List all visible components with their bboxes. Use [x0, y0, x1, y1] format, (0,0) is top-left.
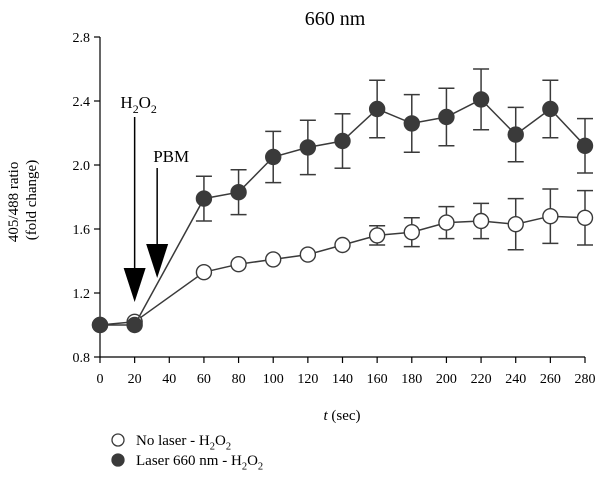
series-0: [91, 188, 594, 334]
x-tick-label-140: 140: [332, 372, 353, 387]
legend-label-0-part-3: 2: [226, 442, 231, 453]
y-tick-label-2.4: 2.4: [73, 95, 91, 110]
x-tick-label-0: 0: [97, 372, 104, 387]
y-tick-label-2.8: 2.8: [73, 31, 91, 46]
annotation-0-label-part-3: 2: [151, 102, 157, 116]
series-1-point-6: [334, 132, 351, 150]
x-tick-label-40: 40: [162, 372, 176, 387]
series-0-point-2: [195, 264, 213, 281]
y-axis-label: 405/488 ratio (fold change): [6, 158, 40, 242]
annotation-0-label-part-0: H: [120, 93, 132, 112]
series-0-point-5: [299, 246, 317, 263]
annotation-1-label: PBM: [153, 147, 189, 166]
x-tick-label-160: 160: [367, 372, 388, 387]
series-0-point-12: [542, 207, 559, 225]
annotation-0-arrowhead: [123, 268, 146, 302]
annotation-1-arrowhead: [146, 244, 169, 278]
series-0-point-8: [403, 223, 420, 241]
legend-label-0-part-2: O: [215, 433, 226, 449]
y-tick-label-1.2: 1.2: [73, 287, 91, 302]
x-tick-label-120: 120: [297, 372, 318, 387]
x-tick-label-200: 200: [436, 372, 457, 387]
series-1-point-4: [265, 148, 282, 166]
series-0-point-9: [438, 214, 455, 231]
y-axis-label-line-1: 405/488 ratio: [6, 162, 22, 242]
y-tick-label-1.6: 1.6: [73, 223, 91, 238]
x-tick-label-240: 240: [505, 372, 526, 387]
x-tick-label-20: 20: [128, 372, 142, 387]
x-axis-label: t (sec): [323, 408, 360, 424]
legend-label-1-part-1: 2: [242, 462, 247, 473]
annotation-0: H2O2: [120, 93, 157, 302]
legend-marker-1: [111, 453, 125, 467]
axes: 0.8 1.2 1.6 2.0 2.4 2.8 0 20 40 60 80 100 120 140 160 1…: [73, 31, 596, 387]
x-tick-label-180: 180: [401, 372, 422, 387]
y-tick-label-0.8: 0.8: [73, 351, 91, 366]
series-0-point-10: [472, 212, 490, 230]
series-1-point-0: [91, 316, 109, 334]
x-axis-label-rest: (sec): [328, 408, 361, 424]
chart-title: 660 nm: [305, 8, 366, 30]
x-axis-label-italic: t: [323, 408, 328, 424]
series-1: [91, 68, 594, 334]
series-1-point-12: [542, 100, 559, 118]
series-0-point-13: [576, 209, 594, 227]
y-tick-label-2.0: 2.0: [73, 159, 91, 174]
series-layer: [91, 68, 594, 334]
series-1-point-9: [438, 108, 455, 126]
annotation-1: PBM: [146, 147, 189, 278]
x-tick-label-80: 80: [232, 372, 246, 387]
legend-marker-0: [111, 433, 125, 447]
series-1-point-7: [368, 100, 386, 118]
y-axis-label-line-2: (fold change): [24, 160, 40, 240]
legend-label-0-part-1: 2: [210, 442, 215, 453]
annotation-0-label: H2O2: [120, 93, 157, 116]
legend-label-1-part-2: O: [247, 453, 258, 469]
series-0-point-3: [230, 256, 247, 273]
series-1-point-8: [403, 115, 420, 132]
annotation-0-label-part-2: O: [139, 93, 151, 112]
legend-label-1: Laser 660 nm - H2O2: [136, 453, 263, 473]
series-1-point-10: [472, 91, 490, 108]
x-tick-label-280: 280: [575, 372, 596, 387]
legend-label-0: No laser - H2O2: [136, 433, 231, 453]
x-tick-label-260: 260: [540, 372, 561, 387]
legend-label-0-part-0: No laser - H: [136, 433, 210, 449]
series-1-point-13: [576, 137, 594, 155]
series-0-point-11: [507, 215, 524, 233]
series-0-line: [99, 215, 586, 326]
annotation-1-label-part-0: PBM: [153, 147, 189, 166]
series-1-point-2: [195, 190, 213, 207]
series-1-point-5: [299, 139, 317, 156]
series-0-point-7: [368, 227, 386, 244]
annotation-0-label-part-1: 2: [133, 102, 139, 116]
series-1-point-11: [507, 126, 524, 143]
series-0-point-4: [265, 251, 282, 268]
x-tick-label-100: 100: [263, 372, 284, 387]
x-tick-label-60: 60: [197, 372, 211, 387]
series-1-point-3: [230, 183, 247, 201]
legend-label-1-part-0: Laser 660 nm - H: [136, 453, 242, 469]
series-0-point-6: [334, 236, 351, 254]
x-tick-label-220: 220: [471, 372, 492, 387]
series-1-point-1: [126, 316, 143, 334]
legend-label-1-part-3: 2: [258, 462, 263, 473]
